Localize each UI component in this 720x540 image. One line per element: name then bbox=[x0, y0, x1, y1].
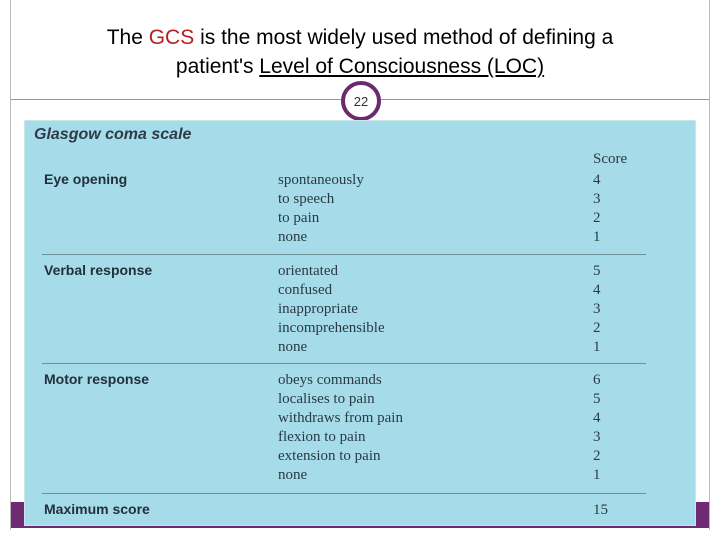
section-title: Motor response bbox=[44, 371, 150, 387]
page-number: 22 bbox=[353, 93, 369, 109]
title-accent: GCS bbox=[148, 26, 195, 49]
max-score-value: 15 bbox=[593, 502, 608, 518]
section-divider bbox=[42, 493, 646, 494]
slide-frame bbox=[10, 0, 710, 530]
section-divider bbox=[42, 254, 646, 255]
item-label: obeys commands bbox=[278, 372, 382, 388]
item-score: 4 bbox=[593, 282, 601, 298]
item-label: extension to pain bbox=[278, 448, 381, 464]
item-label: spontaneously bbox=[278, 172, 364, 188]
section-title: Eye opening bbox=[44, 171, 128, 187]
item-score: 4 bbox=[593, 410, 601, 426]
item-label: withdraws from pain bbox=[278, 410, 403, 426]
max-score-label: Maximum score bbox=[44, 501, 150, 517]
title-prefix: The bbox=[106, 26, 149, 49]
item-label: inappropriate bbox=[278, 301, 358, 317]
table-title: Glasgow coma scale bbox=[34, 126, 192, 143]
item-label: flexion to pain bbox=[278, 429, 366, 445]
item-score: 1 bbox=[593, 467, 601, 483]
slide-title: The GCS is the most widely used method o… bbox=[14, 23, 706, 81]
item-label: none bbox=[278, 229, 308, 245]
item-score: 3 bbox=[593, 301, 601, 317]
item-score: 1 bbox=[593, 229, 601, 245]
section-divider bbox=[42, 363, 646, 364]
title-mid: is the most widely used method of defini… bbox=[194, 26, 614, 49]
item-score: 2 bbox=[593, 320, 601, 336]
title-line2-underline: Level of Consciousness (LOC) bbox=[259, 55, 545, 78]
item-label: confused bbox=[278, 282, 333, 298]
item-score: 5 bbox=[593, 263, 601, 279]
item-score: 3 bbox=[593, 429, 601, 445]
score-header: Score bbox=[593, 151, 628, 167]
gcs-table: Glasgow coma scale Score Eye opening spo… bbox=[24, 120, 696, 526]
title-line2-prefix: patient's bbox=[175, 55, 260, 78]
item-label: none bbox=[278, 467, 308, 483]
item-score: 2 bbox=[593, 448, 601, 464]
item-score: 6 bbox=[593, 372, 601, 388]
item-label: incomprehensible bbox=[278, 320, 385, 336]
item-score: 5 bbox=[593, 391, 601, 407]
section-title: Verbal response bbox=[44, 262, 153, 278]
item-label: localises to pain bbox=[278, 391, 375, 407]
item-score: 3 bbox=[593, 191, 601, 207]
item-label: orientated bbox=[278, 263, 338, 279]
item-score: 4 bbox=[593, 172, 601, 188]
item-score: 1 bbox=[593, 339, 601, 355]
item-label: none bbox=[278, 339, 308, 355]
item-label: to speech bbox=[278, 191, 335, 207]
page-number-badge: 22 bbox=[341, 81, 381, 121]
item-label: to pain bbox=[278, 210, 320, 226]
item-score: 2 bbox=[593, 210, 601, 226]
